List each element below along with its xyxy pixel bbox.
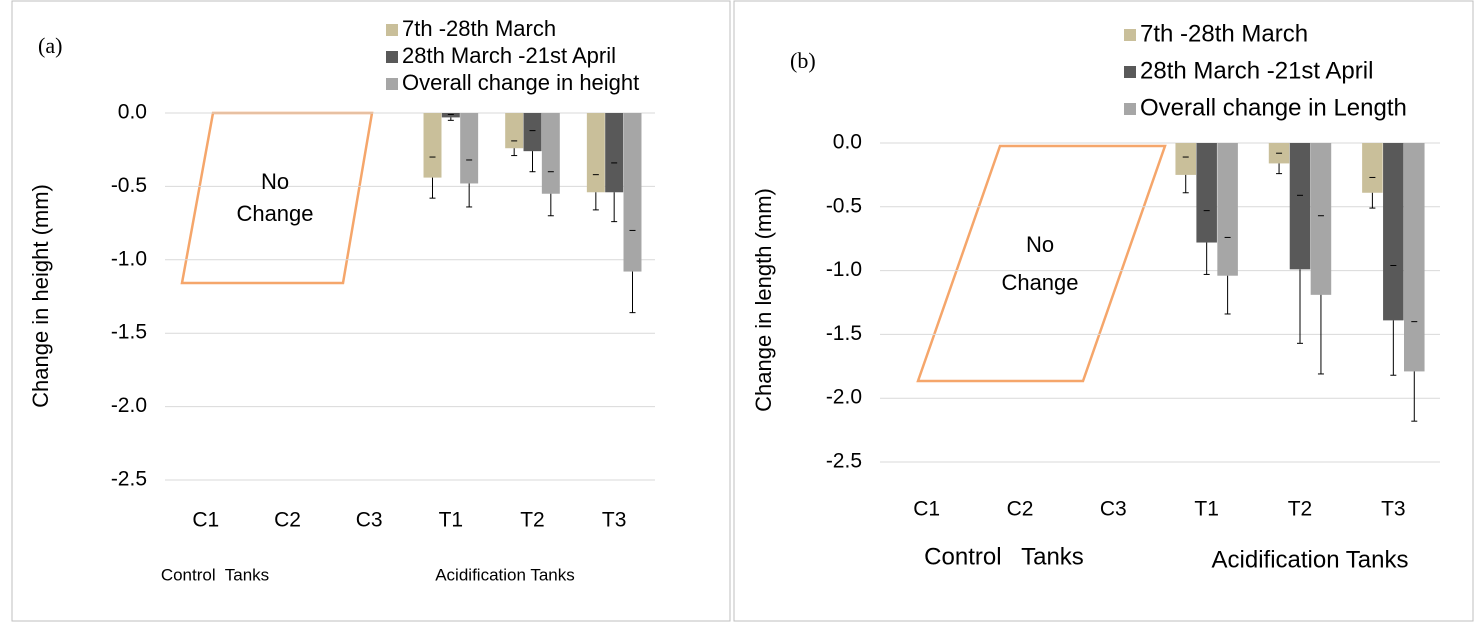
bar bbox=[1289, 143, 1311, 270]
x-tick-label: C1 bbox=[913, 498, 940, 521]
y-tick-label: -2.0 bbox=[826, 386, 862, 409]
y-tick-label: -2.5 bbox=[826, 450, 862, 473]
bar bbox=[441, 113, 460, 118]
bar bbox=[460, 113, 479, 184]
bar bbox=[423, 113, 442, 178]
y-tick-label: -2.5 bbox=[111, 468, 147, 491]
y-tick-label: -0.5 bbox=[111, 174, 147, 197]
bar bbox=[505, 113, 524, 149]
legend-label: 28th March -21st April bbox=[1140, 57, 1373, 84]
bar bbox=[605, 113, 624, 193]
x-tick-label: T1 bbox=[439, 509, 464, 532]
panel-frame bbox=[11, 0, 731, 622]
y-axis-label: Change in length (mm) bbox=[751, 188, 776, 412]
bar bbox=[1217, 143, 1238, 276]
bar bbox=[1310, 143, 1332, 295]
panel-frame bbox=[733, 0, 1474, 622]
legend-swatch bbox=[386, 24, 398, 36]
group-label: Acidification Tanks bbox=[1212, 546, 1409, 573]
annotation: No bbox=[1026, 232, 1054, 257]
y-tick-label: -2.0 bbox=[111, 394, 147, 417]
legend-swatch bbox=[386, 51, 398, 63]
y-tick-label: -1.5 bbox=[826, 322, 862, 345]
y-tick-label: 0.0 bbox=[118, 101, 147, 124]
bar bbox=[1383, 143, 1404, 321]
legend-label: Overall change in Length bbox=[1140, 94, 1407, 121]
bar bbox=[1196, 143, 1217, 243]
x-tick-label: C3 bbox=[1100, 498, 1127, 521]
x-tick-label: C1 bbox=[192, 509, 219, 532]
bar bbox=[1175, 143, 1196, 175]
x-tick-label: C2 bbox=[1007, 498, 1034, 521]
x-tick-label: C2 bbox=[274, 509, 301, 532]
y-tick-label: -0.5 bbox=[826, 194, 862, 217]
x-tick-label: T2 bbox=[520, 509, 545, 532]
legend-label: Overall change in height bbox=[402, 70, 639, 95]
bar bbox=[1362, 143, 1383, 193]
legend-swatch bbox=[1124, 66, 1136, 78]
annotation: Change bbox=[236, 201, 313, 226]
x-tick-label: T3 bbox=[1381, 498, 1406, 521]
bar bbox=[623, 113, 642, 272]
group-label: Acidification Tanks bbox=[435, 565, 575, 584]
legend-swatch bbox=[1124, 103, 1136, 115]
y-tick-label: -1.0 bbox=[111, 247, 147, 270]
legend-label: 28th March -21st April bbox=[402, 43, 616, 68]
x-tick-label: T2 bbox=[1288, 498, 1313, 521]
legend-label: 7th -28th March bbox=[402, 16, 556, 41]
y-tick-label: -1.5 bbox=[111, 321, 147, 344]
annotation: Change bbox=[1001, 270, 1078, 295]
bar bbox=[523, 113, 542, 152]
annotation: No bbox=[261, 169, 289, 194]
panel-label: (b) bbox=[790, 48, 816, 73]
bar bbox=[586, 113, 605, 193]
x-tick-label: C3 bbox=[356, 509, 383, 532]
x-tick-label: T3 bbox=[602, 509, 627, 532]
y-tick-label: -1.0 bbox=[826, 258, 862, 281]
legend-swatch bbox=[1124, 29, 1136, 41]
no-change-box bbox=[180, 111, 374, 285]
bar bbox=[541, 113, 560, 194]
group-label: Control Tanks bbox=[161, 565, 269, 584]
legend-label: 7th -28th March bbox=[1140, 20, 1308, 47]
y-axis-label: Change in height (mm) bbox=[28, 184, 53, 408]
legend-swatch bbox=[386, 78, 398, 90]
panel-label: (a) bbox=[38, 33, 62, 58]
y-tick-label: 0.0 bbox=[833, 131, 862, 154]
no-change-box bbox=[916, 144, 1167, 383]
bar bbox=[1404, 143, 1425, 372]
x-tick-label: T1 bbox=[1194, 498, 1219, 521]
group-label: Control Tanks bbox=[924, 543, 1084, 570]
